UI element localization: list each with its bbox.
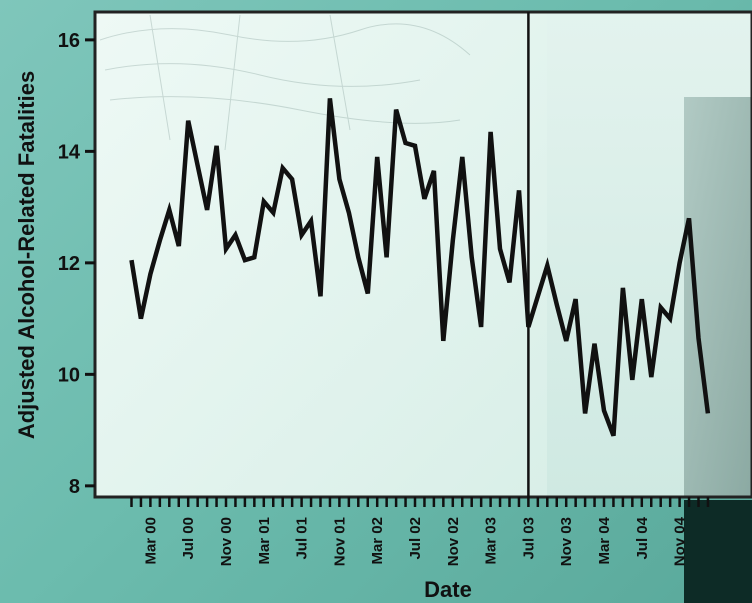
series-line: [129, 98, 711, 437]
x-tick-label: Mar 03: [483, 517, 500, 565]
y-tick-label: 16: [58, 30, 80, 52]
plot-area: [95, 12, 752, 497]
y-axis-label: Adjusted Alcohol-Related Fatalities: [14, 71, 39, 439]
x-tick-label: Jul 00: [180, 517, 197, 560]
x-tick-label: Nov 00: [218, 517, 235, 566]
x-tick-label: Nov 02: [445, 517, 462, 566]
x-tick-label: Mar 01: [256, 517, 273, 565]
x-tick-label: Mar 02: [369, 517, 386, 565]
x-axis: Mar 00 Jul 00 Nov 00 Mar 01 Jul 01 Nov 01 Mar …: [130, 497, 710, 566]
x-tick-label: Mar 00: [142, 517, 159, 565]
y-tick-label: 10: [58, 364, 80, 386]
x-axis-label: Date: [424, 577, 472, 602]
x-tick-label: Mar 04: [596, 516, 613, 564]
corner-panel: [684, 500, 752, 603]
y-tick-label: 12: [58, 253, 80, 275]
x-tick-label: Jul 01: [294, 517, 311, 560]
x-tick-label: Jul 02: [407, 517, 424, 560]
map-decoration: [99, 14, 471, 151]
x-tick-label: Nov 01: [331, 517, 348, 566]
y-axis: 8 10 12 14 16: [58, 30, 95, 498]
x-tick-label: Jul 03: [520, 517, 537, 560]
x-tick-label: Jul 04: [634, 516, 651, 559]
y-tick-label: 8: [69, 476, 80, 498]
x-tick-label: Nov 03: [558, 517, 575, 566]
y-tick-label: 14: [58, 141, 81, 163]
x-tick-label: Nov 04: [672, 516, 689, 566]
